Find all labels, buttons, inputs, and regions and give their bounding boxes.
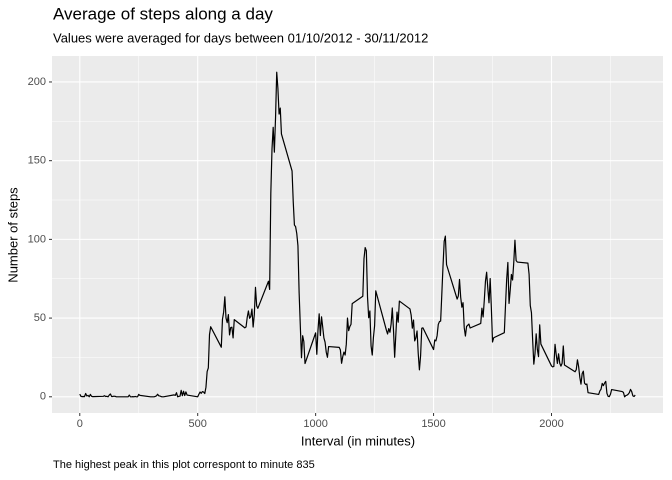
y-axis-label: Number of steps (5, 187, 20, 283)
chart-subtitle: Values were averaged for days between 01… (53, 30, 428, 45)
y-tick-label: 50 (34, 312, 46, 324)
x-tick-label: 0 (77, 418, 83, 430)
x-tick-label: 1000 (303, 418, 327, 430)
y-tick-label: 200 (28, 76, 46, 88)
caption: The highest peak in this plot correspont… (53, 459, 315, 471)
y-tick-label: 100 (28, 233, 46, 245)
chart-title: Average of steps along a day (53, 4, 273, 23)
data-line (79, 71, 636, 398)
y-tick-label: 0 (40, 391, 46, 403)
y-tick-label: 150 (28, 155, 46, 167)
plot-background (52, 56, 663, 413)
x-tick-label: 500 (189, 418, 207, 430)
x-tick-label: 1500 (421, 418, 445, 430)
x-tick-label: 2000 (539, 418, 563, 430)
x-axis-label: Interval (in minutes) (301, 433, 415, 448)
